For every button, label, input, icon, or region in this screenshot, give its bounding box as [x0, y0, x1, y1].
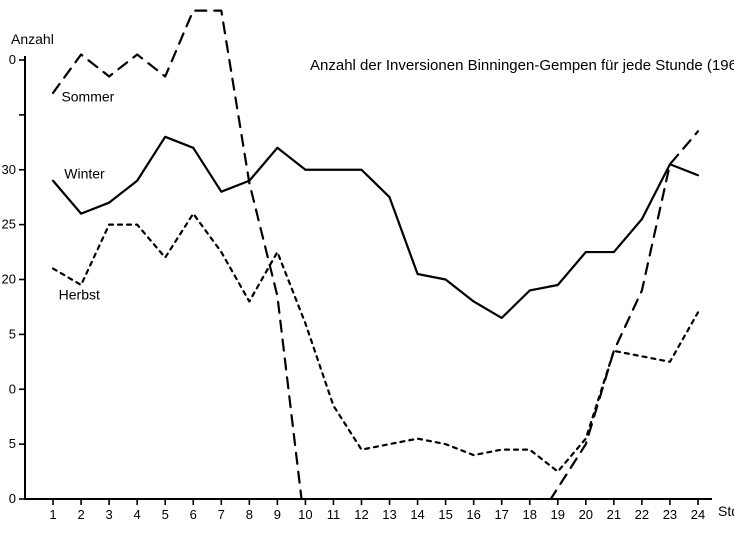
- x-tick-label: 14: [410, 507, 424, 522]
- x-tick-label: 15: [438, 507, 452, 522]
- series-label-winter: Winter: [64, 166, 105, 182]
- x-tick-label: 18: [523, 507, 537, 522]
- x-tick-label: 5: [162, 507, 169, 522]
- chart-background: [0, 0, 734, 546]
- x-tick-label: 3: [106, 507, 113, 522]
- x-tick-label: 12: [354, 507, 368, 522]
- x-tick-label: 9: [274, 507, 281, 522]
- series-label-herbst: Herbst: [59, 286, 100, 302]
- x-tick-label: 19: [551, 507, 565, 522]
- chart-svg: 0505202530012345678910111213141516171819…: [0, 0, 734, 546]
- y-tick-label: 0: [9, 491, 16, 506]
- x-axis-label: Std.: [718, 503, 734, 519]
- x-tick-label: 11: [327, 507, 341, 522]
- y-tick-label: 25: [2, 217, 16, 232]
- y-tick-label: 5: [9, 326, 16, 341]
- y-tick-label: 0: [9, 381, 16, 396]
- series-label-sommer: Sommer: [61, 89, 114, 105]
- x-tick-label: 7: [218, 507, 225, 522]
- x-tick-label: 22: [635, 507, 649, 522]
- x-tick-label: 24: [691, 507, 705, 522]
- x-tick-label: 6: [190, 507, 197, 522]
- line-chart: 0505202530012345678910111213141516171819…: [0, 0, 734, 546]
- x-tick-label: 1: [49, 507, 56, 522]
- x-tick-label: 10: [298, 507, 312, 522]
- x-tick-label: 8: [246, 507, 253, 522]
- x-tick-label: 2: [77, 507, 84, 522]
- y-axis-label: Anzahl: [11, 31, 54, 47]
- x-tick-label: 13: [382, 507, 396, 522]
- x-tick-label: 4: [134, 507, 141, 522]
- y-tick-label: 0: [9, 52, 16, 67]
- x-tick-label: 20: [579, 507, 593, 522]
- x-tick-label: 17: [494, 507, 508, 522]
- y-tick-label: 30: [2, 162, 16, 177]
- y-tick-label: 5: [9, 436, 16, 451]
- y-tick-label: 20: [2, 272, 16, 287]
- x-tick-label: 21: [607, 507, 621, 522]
- chart-title: Anzahl der Inversionen Binningen-Gempen …: [310, 57, 734, 74]
- x-tick-label: 16: [466, 507, 480, 522]
- x-tick-label: 23: [663, 507, 677, 522]
